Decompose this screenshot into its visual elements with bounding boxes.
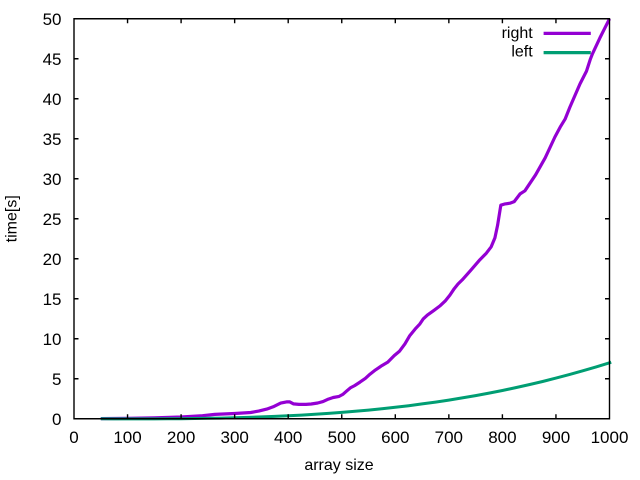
svg-text:25: 25 (43, 210, 62, 229)
svg-text:time[s]: time[s] (4, 195, 21, 242)
svg-text:left: left (511, 44, 533, 61)
svg-text:800: 800 (488, 428, 516, 447)
svg-text:1000: 1000 (591, 428, 629, 447)
svg-text:40: 40 (43, 90, 62, 109)
svg-text:10: 10 (43, 330, 62, 349)
svg-text:600: 600 (381, 428, 409, 447)
svg-text:35: 35 (43, 130, 62, 149)
svg-text:30: 30 (43, 170, 62, 189)
svg-text:array size: array size (304, 457, 373, 474)
svg-text:500: 500 (328, 428, 356, 447)
svg-text:400: 400 (274, 428, 302, 447)
svg-text:0: 0 (52, 410, 61, 429)
svg-text:50: 50 (43, 10, 62, 29)
svg-text:0: 0 (69, 428, 78, 447)
svg-text:right: right (502, 25, 534, 42)
svg-text:200: 200 (167, 428, 195, 447)
svg-text:900: 900 (542, 428, 570, 447)
svg-text:700: 700 (435, 428, 463, 447)
svg-text:20: 20 (43, 250, 62, 269)
svg-text:5: 5 (52, 370, 61, 389)
svg-text:100: 100 (113, 428, 141, 447)
svg-text:45: 45 (43, 50, 62, 69)
svg-text:15: 15 (43, 290, 62, 309)
svg-text:300: 300 (221, 428, 249, 447)
